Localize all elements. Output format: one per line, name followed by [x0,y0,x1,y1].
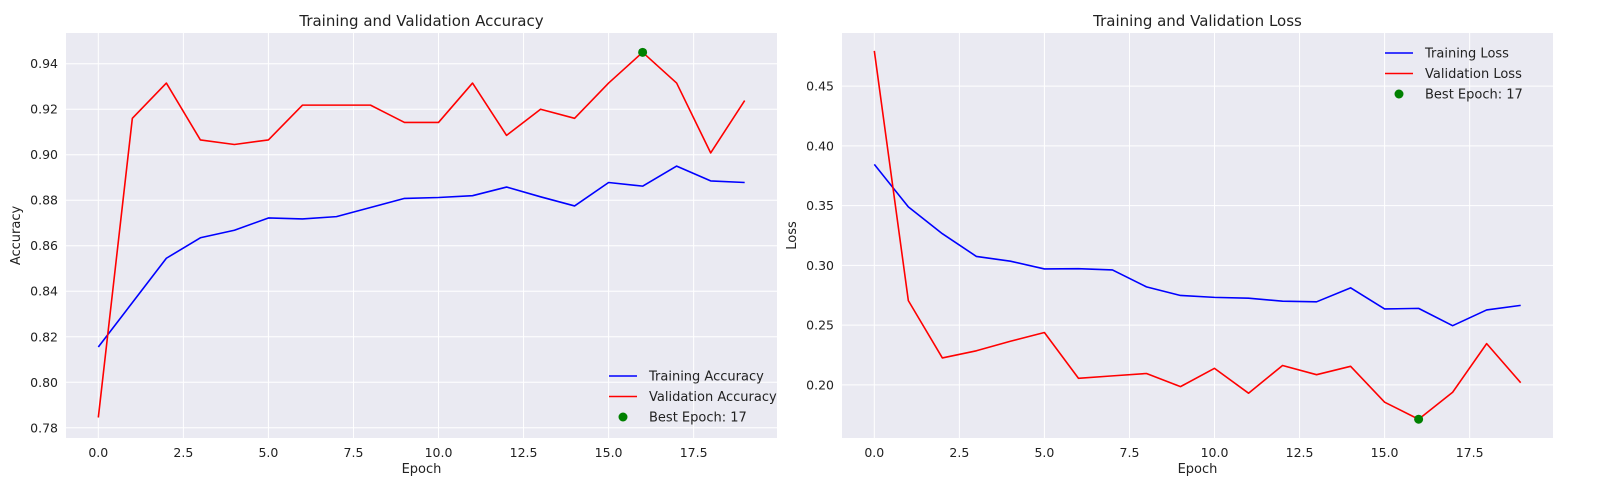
x-axis-label: Epoch [1178,462,1218,477]
y-tick-label: 0.86 [30,238,58,253]
x-tick-label: 0.0 [88,445,108,460]
x-tick-label: 5.0 [1034,445,1054,460]
x-tick-label: 2.5 [949,445,969,460]
y-tick-label: 0.84 [30,284,58,299]
legend-swatch [1394,89,1404,99]
legend-label: Best Epoch: 17 [649,411,747,426]
legend-label: Training Accuracy [648,370,764,385]
x-tick-label: 2.5 [173,445,193,460]
y-tick-label: 0.40 [806,138,834,153]
legend: Training Accuracy Validation Accuracy Best… [609,370,777,426]
best-epoch-marker [1414,414,1424,424]
x-tick-label: 10.0 [425,445,453,460]
legend-label: Validation Accuracy [649,390,777,405]
chart-2: 0.0 2.5 5.0 7.5 10.0 12.5 15.0 17.5 0.20 0.25 0.30… [785,12,1553,477]
x-tick-label: 7.5 [1120,445,1140,460]
y-tick-label: 0.82 [30,329,58,344]
chart-title: Training and Validation Accuracy [298,12,543,30]
x-tick-labels: 0.0 2.5 5.0 7.5 10.0 12.5 15.0 17.5 [864,445,1483,460]
grid [66,33,777,438]
plot-area [66,33,777,438]
y-tick-labels: 0.20 0.25 0.30 0.35 0.40 0.45 [806,79,834,393]
x-tick-label: 15.0 [1371,445,1399,460]
y-tick-label: 0.88 [30,193,58,208]
chart-title: Training and Validation Loss [1092,12,1302,30]
best-epoch-marker [638,47,648,57]
x-tick-label: 12.5 [510,445,538,460]
x-tick-label: 0.0 [864,445,884,460]
y-tick-label: 0.78 [30,420,58,435]
y-tick-label: 0.30 [806,258,834,273]
y-tick-label: 0.20 [806,377,834,392]
x-axis-label: Epoch [402,462,442,477]
y-tick-label: 0.80 [30,375,58,390]
chart-1: 0.0 2.5 5.0 7.5 10.0 12.5 15.0 17.5 0.78 0.80 0.82… [9,12,777,477]
x-tick-label: 10.0 [1201,445,1229,460]
y-tick-label: 0.94 [30,56,58,71]
legend-swatch [618,412,628,422]
plot-area [842,33,1553,438]
y-tick-label: 0.92 [30,102,58,117]
x-tick-label: 17.5 [680,445,708,460]
grid [842,33,1553,438]
y-tick-label: 0.35 [806,198,834,213]
y-tick-label: 0.25 [806,318,834,333]
x-tick-labels: 0.0 2.5 5.0 7.5 10.0 12.5 15.0 17.5 [88,445,707,460]
legend: Training Loss Validation Loss Best Epoch: … [1385,47,1523,103]
x-tick-label: 5.0 [258,445,278,460]
legend-label: Best Epoch: 17 [1425,88,1523,103]
training-accuracy-line [97,165,745,348]
y-tick-label: 0.90 [30,147,58,162]
y-tick-labels: 0.78 0.80 0.82 0.84 0.86 0.88 0.90 0.92 0.94 [30,56,58,435]
x-tick-label: 7.5 [344,445,364,460]
x-tick-label: 15.0 [595,445,623,460]
y-axis-label: Accuracy [9,206,24,266]
x-tick-label: 17.5 [1456,445,1484,460]
x-tick-label: 12.5 [1286,445,1314,460]
validation-accuracy-line [97,51,746,418]
validation-loss-line [873,50,1522,421]
legend-label: Training Loss [1424,47,1509,62]
training-loss-line [873,163,1521,327]
y-axis-label: Loss [785,221,800,250]
y-tick-label: 0.45 [806,79,834,94]
legend-label: Validation Loss [1425,67,1522,82]
